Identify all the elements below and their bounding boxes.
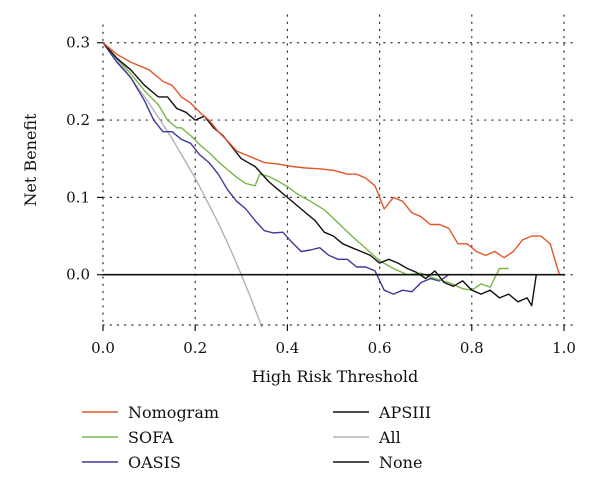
x-tick-label: 0.0 (91, 339, 115, 357)
legend-item-sofa: SOFA (82, 428, 174, 447)
legend-label: OASIS (128, 453, 181, 472)
y-axis-title: Net Benefit (21, 113, 40, 207)
y-tick-label: 0.1 (66, 188, 90, 206)
x-tick-label: 0.4 (275, 339, 299, 357)
legend-item-nomogram: Nomogram (82, 403, 219, 422)
series-lines (102, 42, 564, 328)
axes (97, 24, 575, 331)
x-tick-label: 0.8 (460, 339, 484, 357)
series-line-all (102, 42, 263, 328)
legend-item-oasis: OASIS (82, 453, 181, 472)
legend-label: All (378, 428, 401, 447)
series-line-sofa (102, 42, 509, 291)
legend: Nomogram SOFA OASIS APSIII All None (82, 403, 431, 472)
series-line-nomogram (102, 42, 561, 275)
legend-item-none: None (333, 453, 422, 472)
y-tick-label: 0.2 (66, 111, 90, 129)
legend-label: APSIII (378, 403, 431, 422)
x-tick-label: 0.2 (183, 339, 207, 357)
legend-item-apsiii: APSIII (333, 403, 431, 422)
x-tick-label: 0.6 (368, 339, 392, 357)
legend-label: None (379, 453, 422, 472)
grid (102, 14, 575, 326)
tick-labels: 0.0 0.2 0.4 0.6 0.8 1.0 0.0 0.1 0.2 0.3 (66, 34, 576, 357)
x-axis-title: High Risk Threshold (252, 367, 418, 386)
series-line-apsiii (102, 42, 537, 307)
x-tick-label: 1.0 (552, 339, 576, 357)
legend-label: Nomogram (128, 403, 219, 422)
legend-item-all: All (333, 428, 401, 447)
y-tick-label: 0.3 (66, 34, 90, 52)
y-tick-label: 0.0 (66, 266, 90, 284)
legend-label: SOFA (128, 428, 174, 447)
